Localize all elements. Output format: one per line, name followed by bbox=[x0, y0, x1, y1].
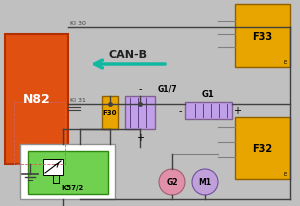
Text: +: + bbox=[233, 106, 241, 116]
Text: CAN-B: CAN-B bbox=[109, 50, 148, 60]
Text: KI 31: KI 31 bbox=[70, 97, 86, 103]
Text: N82: N82 bbox=[22, 93, 50, 106]
Text: F33: F33 bbox=[252, 31, 273, 41]
Bar bbox=[185, 103, 232, 119]
Text: G1: G1 bbox=[202, 90, 215, 98]
Bar bbox=[14, 103, 65, 164]
Bar bbox=[235, 117, 290, 179]
Bar bbox=[102, 97, 118, 129]
Circle shape bbox=[159, 169, 185, 195]
Bar bbox=[235, 5, 290, 68]
Text: -: - bbox=[178, 106, 182, 116]
Bar bbox=[5, 35, 68, 164]
Text: -: - bbox=[138, 84, 142, 94]
Circle shape bbox=[192, 169, 218, 195]
Text: G2: G2 bbox=[166, 178, 178, 187]
Text: F30: F30 bbox=[103, 110, 117, 116]
Text: E: E bbox=[284, 60, 287, 65]
Text: M1: M1 bbox=[199, 178, 212, 187]
Text: E: E bbox=[284, 171, 287, 176]
Bar bbox=[20, 144, 115, 199]
Text: K57/2: K57/2 bbox=[62, 184, 84, 190]
Bar bbox=[43, 159, 63, 175]
Text: F32: F32 bbox=[252, 143, 273, 153]
Text: KI 30: KI 30 bbox=[70, 21, 86, 26]
Text: +: + bbox=[136, 132, 144, 142]
Bar bbox=[125, 97, 155, 129]
Text: G1/7: G1/7 bbox=[158, 85, 178, 94]
Bar bbox=[28, 151, 108, 194]
